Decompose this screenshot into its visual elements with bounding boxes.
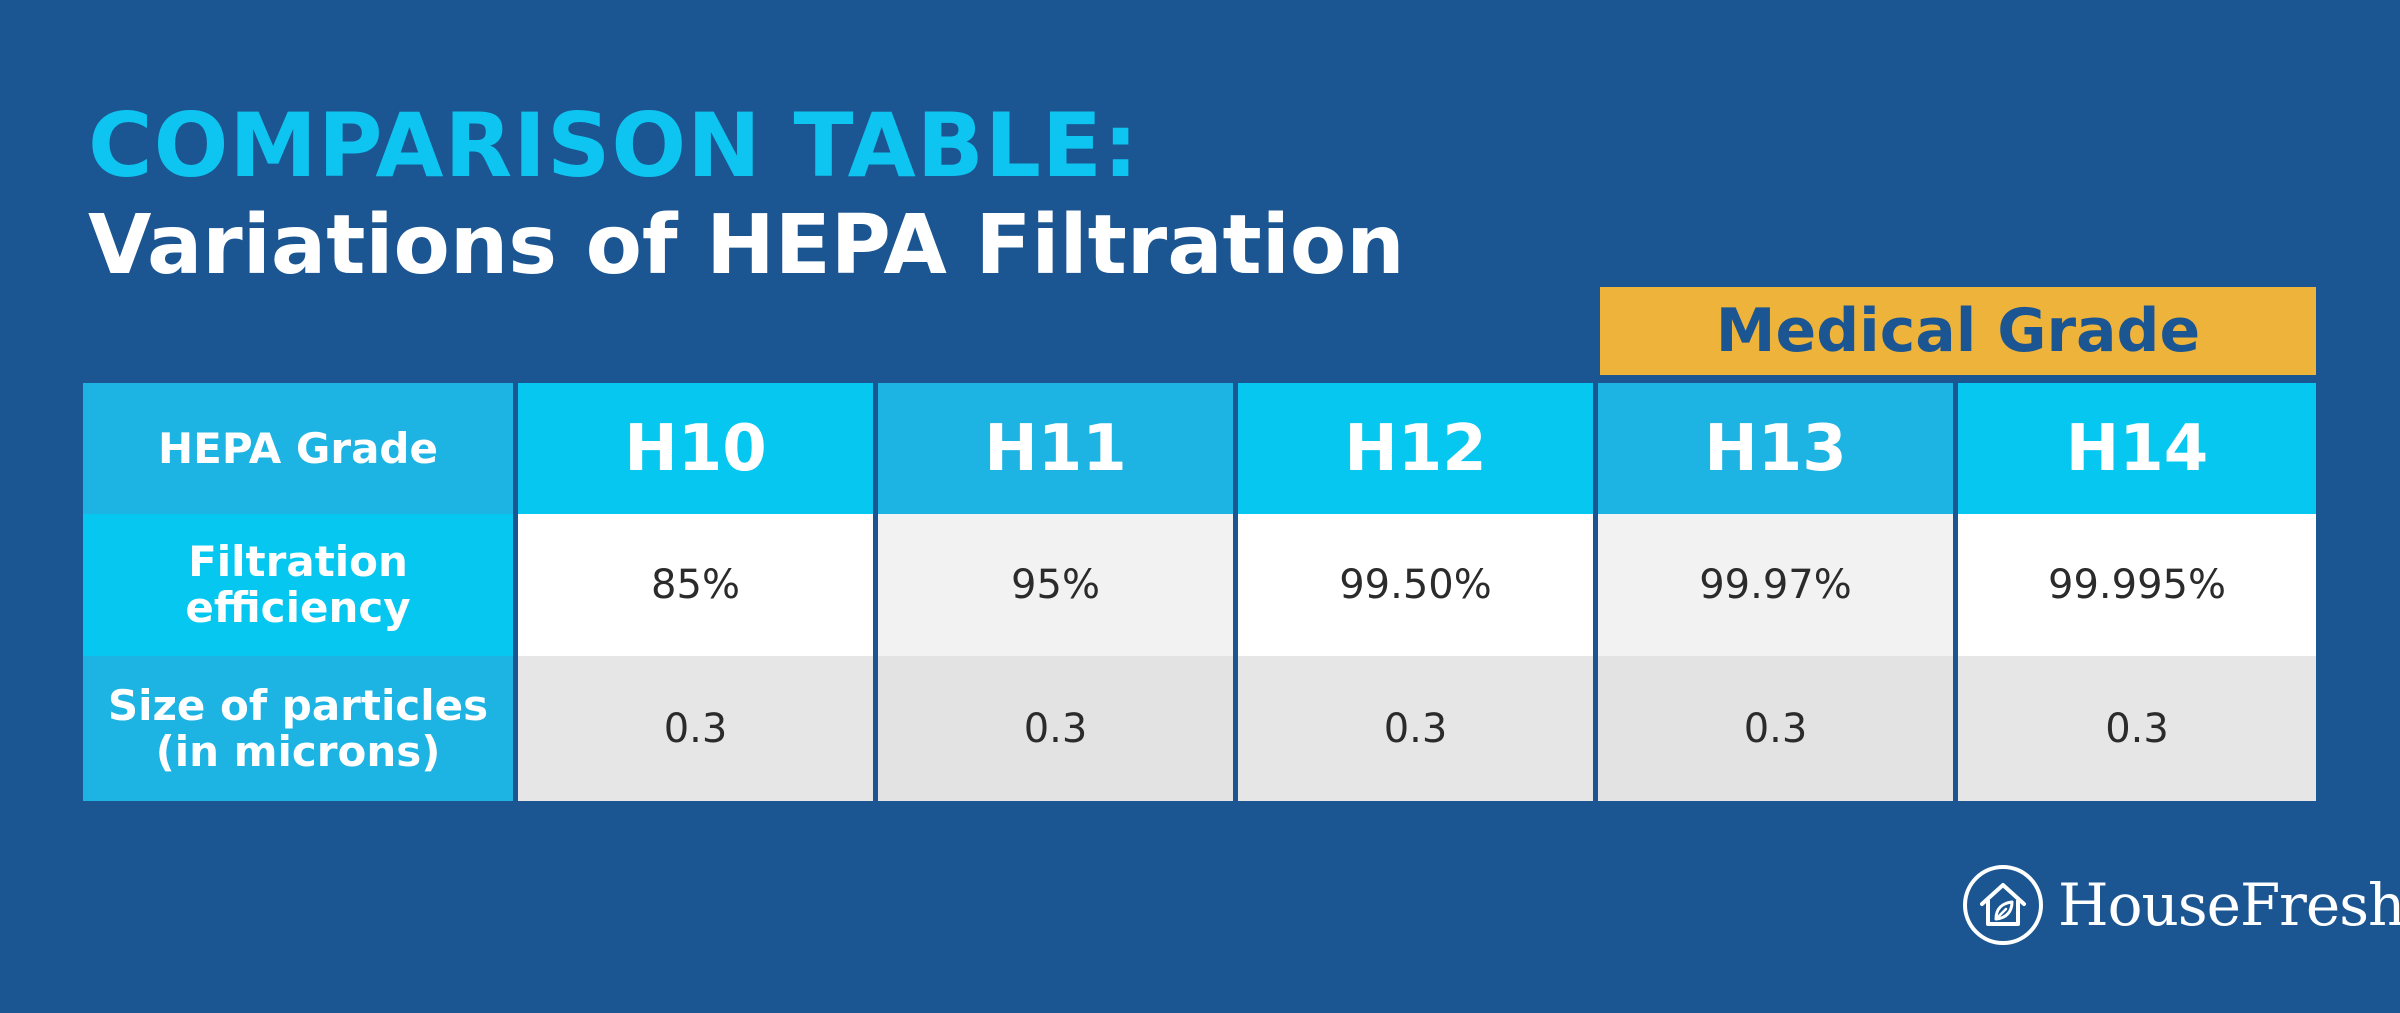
cell-value: 99.97% <box>1699 562 1852 608</box>
cell-value: 85% <box>651 562 740 608</box>
corner-header: HEPA Grade <box>83 383 513 514</box>
cell-value: 0.3 <box>663 705 728 752</box>
column-header-label: H13 <box>1704 411 1847 486</box>
cell-value: 0.3 <box>1023 705 1088 752</box>
column-header-h14: H14 <box>1958 383 2316 514</box>
column-header-h10: H10 <box>518 383 873 514</box>
column-header-label: H12 <box>1344 411 1487 486</box>
row-header-particle-size: Size of particles (in microns) <box>83 656 513 801</box>
cell-value: 0.3 <box>2105 705 2169 752</box>
table-cell: 0.3 <box>1958 656 2316 801</box>
logo-text: HouseFresh <box>2058 871 2400 939</box>
cell-value: 95% <box>1011 562 1100 608</box>
cell-value: 0.3 <box>1743 705 1808 752</box>
table-cell: 99.50% <box>1238 514 1593 656</box>
table-cell: 99.995% <box>1958 514 2316 656</box>
table-cell: 0.3 <box>1238 656 1593 801</box>
column-header-label: H14 <box>2065 411 2209 486</box>
cell-value: 99.50% <box>1339 562 1492 608</box>
housefresh-logo: HouseFresh <box>1962 864 2400 946</box>
title-line-2: Variations of HEPA Filtration <box>88 198 1405 293</box>
medical-grade-banner: Medical Grade <box>1600 287 2316 375</box>
column-header-label: H11 <box>984 411 1127 486</box>
cell-value: 99.995% <box>2048 562 2226 608</box>
column-header-h11: H11 <box>878 383 1233 514</box>
table-cell: 99.97% <box>1598 514 1953 656</box>
row-header-label: Filtration efficiency <box>185 537 411 632</box>
table-cell: 0.3 <box>878 656 1233 801</box>
title-line-1: COMPARISON TABLE: <box>88 94 1140 197</box>
row-header-label: Size of particles (in microns) <box>107 680 489 776</box>
table-cell: 0.3 <box>518 656 873 801</box>
row-header-filtration-efficiency: Filtration efficiency <box>83 514 513 656</box>
column-header-h13: H13 <box>1598 383 1953 514</box>
table-cell: 95% <box>878 514 1233 656</box>
corner-header-label: HEPA Grade <box>158 423 438 473</box>
cell-value: 0.3 <box>1383 705 1448 752</box>
column-header-label: H10 <box>624 411 767 486</box>
house-leaf-icon <box>1963 865 2043 945</box>
table-cell: 85% <box>518 514 873 656</box>
column-header-h12: H12 <box>1238 383 1593 514</box>
table-cell: 0.3 <box>1598 656 1953 801</box>
